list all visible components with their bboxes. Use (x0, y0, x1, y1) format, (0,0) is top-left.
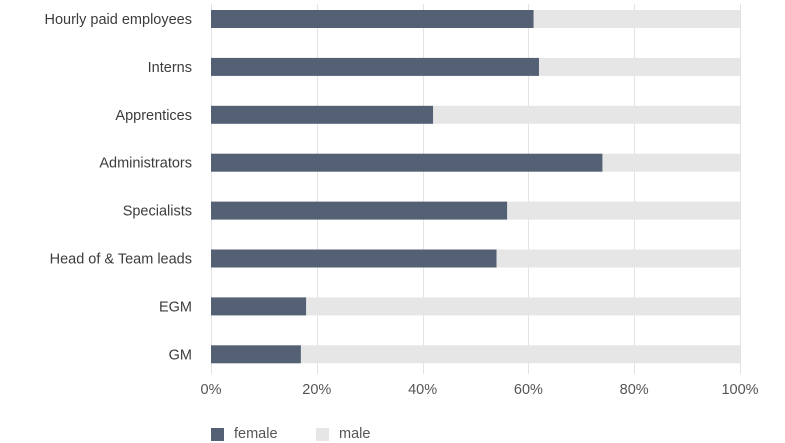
bar-specialists-female (211, 201, 508, 220)
bar-apprentices-female (211, 105, 434, 124)
category-label-head-of-and-team-leads: Head of & Team leads (50, 252, 192, 268)
category-label-interns: Interns (148, 60, 192, 76)
category-label-hourly-paid-employees: Hourly paid employees (45, 12, 193, 28)
x-tick-label-20: 20% (302, 382, 331, 398)
bar-hourly-paid-employees-male (533, 10, 740, 28)
bar-interns-female (211, 57, 539, 76)
bar-administrators-male (602, 153, 740, 172)
bars (211, 10, 740, 364)
category-label-egm: EGM (159, 299, 192, 315)
x-tick-label-60: 60% (514, 382, 543, 398)
legend-swatch-female (211, 428, 224, 441)
bar-apprentices-male (433, 105, 740, 124)
bar-gm-female (211, 345, 301, 364)
bar-head-of-and-team-leads-female (211, 249, 497, 268)
bar-egm-female (211, 297, 307, 316)
bar-specialists-male (507, 201, 740, 220)
legend-item-female: female (211, 426, 278, 443)
legend-swatch-male (316, 428, 329, 441)
bar-administrators-female (211, 153, 603, 172)
bar-hourly-paid-employees-female (211, 10, 534, 28)
category-labels: Hourly paid employees Interns Apprentices A… (45, 12, 193, 363)
legend-item-male: male (316, 426, 370, 443)
x-tick-label-100: 100% (721, 382, 758, 398)
category-label-administrators: Administrators (99, 156, 192, 172)
bar-gm-male (300, 345, 740, 364)
category-label-gm: GM (169, 347, 192, 363)
bar-head-of-and-team-leads-male (496, 249, 740, 268)
legend-label-female: female (234, 426, 278, 442)
bar-egm-male (306, 297, 740, 316)
stacked-bar-chart: Hourly paid employees Interns Apprentices A… (45, 4, 759, 398)
category-label-specialists: Specialists (123, 204, 192, 220)
legend-label-male: male (339, 426, 371, 442)
bar-interns-male (538, 57, 740, 76)
x-axis-tick-labels: 0% 20% 40% 60% 80% 100% (201, 382, 759, 398)
x-tick-label-0: 0% (201, 382, 222, 398)
x-tick-label-80: 80% (620, 382, 649, 398)
category-label-apprentices: Apprentices (115, 108, 192, 124)
x-tick-label-40: 40% (408, 382, 437, 398)
